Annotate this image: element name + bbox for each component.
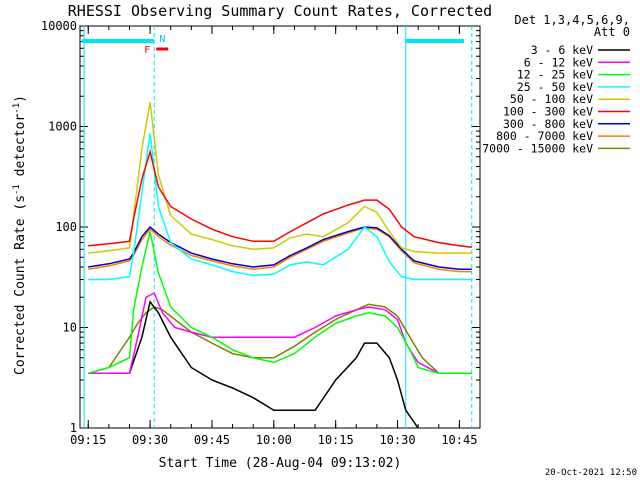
legend-label-5: 100 - 300 keV xyxy=(503,105,593,119)
y-tick-label: 10 xyxy=(63,321,77,335)
y-label-part1: Corrected Count Rate (s xyxy=(13,195,28,375)
chart-title: RHESSI Observing Summary Count Rates, Co… xyxy=(68,2,492,20)
legend-label-8: 7000 - 15000 keV xyxy=(482,141,593,155)
y-tick-label: 10000 xyxy=(41,19,77,33)
legend-label-1: 6 - 12 keV xyxy=(524,55,593,69)
x-tick-label: 09:30 xyxy=(132,433,168,447)
legend-header-line2: Att 0 xyxy=(594,25,630,39)
y-tick-label: 100 xyxy=(55,220,77,234)
legend-label-0: 3 - 6 keV xyxy=(531,43,593,57)
x-tick-label: 09:15 xyxy=(70,433,106,447)
legend-label-6: 300 - 800 keV xyxy=(503,117,593,131)
y-label-part2: detector xyxy=(13,114,28,185)
legend-header-line1: Det 1,3,4,5,6,9, xyxy=(514,13,630,27)
y-label-part3: ) xyxy=(13,95,28,103)
y-tick-label: 1000 xyxy=(48,120,77,134)
series-line-8 xyxy=(87,303,472,375)
series-line-1 xyxy=(88,292,472,375)
series-line-7 xyxy=(88,227,472,273)
x-tick-label: 10:00 xyxy=(256,433,292,447)
y-label-sup1: -1 xyxy=(12,184,22,195)
series-line-5 xyxy=(88,148,472,248)
series-line-0 xyxy=(88,300,419,428)
series-line-4 xyxy=(88,101,472,254)
y-tick-label: 1 xyxy=(70,421,77,435)
series-line-2 xyxy=(87,231,472,375)
flag-f-label: F xyxy=(144,45,150,56)
legend-label-3: 25 - 50 keV xyxy=(517,80,593,94)
x-tick-label: 10:30 xyxy=(379,433,415,447)
x-tick-label: 09:45 xyxy=(194,433,230,447)
flag-n-label: N xyxy=(159,34,165,45)
legend-label-2: 12 - 25 keV xyxy=(517,68,593,82)
legend-label-7: 800 - 7000 keV xyxy=(496,129,593,143)
x-tick-label: 10:15 xyxy=(318,433,354,447)
series-line-3 xyxy=(88,133,472,281)
series-line-6 xyxy=(88,225,472,270)
x-tick-label: 10:45 xyxy=(441,433,477,447)
y-label-sup2: -1 xyxy=(12,103,22,114)
generated-timestamp: 20-Oct-2021 12:50 xyxy=(545,468,637,478)
y-axis-label: Corrected Count Rate (s-1 detector-1) xyxy=(12,95,28,375)
legend-label-4: 50 - 100 keV xyxy=(510,92,593,106)
x-axis-label: Start Time (28-Aug-04 09:13:02) xyxy=(159,456,402,471)
plot-area: 09:15 09:30 09:45 10:00 10:15 10:30 10:45 1 10 10… xyxy=(41,19,481,447)
